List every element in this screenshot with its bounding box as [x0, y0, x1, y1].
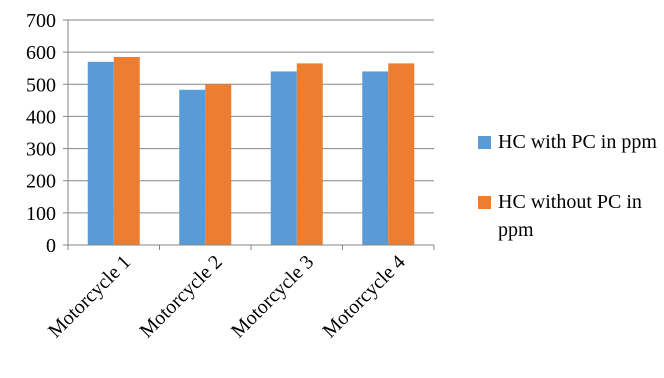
y-tick-label: 400 [26, 106, 56, 128]
y-tick-label: 100 [26, 203, 56, 225]
x-tick-label: Motorcycle 2 [135, 251, 226, 342]
y-tick-label: 300 [26, 139, 56, 161]
legend-swatch-series-1 [478, 136, 491, 149]
legend-item-series-1: HC with PC in ppm [478, 128, 658, 156]
y-tick-label: 200 [26, 171, 56, 193]
bars [87, 56, 415, 246]
y-tick-label: 600 [26, 42, 56, 64]
bar-series-1-motorcycle-4 [362, 71, 389, 245]
bar-series-1-motorcycle-3 [270, 71, 297, 245]
bar-series-1-motorcycle-1 [87, 61, 114, 246]
x-tick-label: Motorcycle 1 [44, 251, 135, 342]
y-tick-label: 0 [46, 235, 56, 257]
y-tick-label: 700 [26, 10, 56, 32]
bar-series-2-motorcycle-4 [388, 63, 415, 246]
bar-series-1-motorcycle-2 [179, 89, 206, 245]
legend-item-series-2: HC without PC in ppm [478, 188, 658, 244]
x-tick-label: Motorcycle 4 [318, 251, 409, 342]
bar-series-2-motorcycle-2 [205, 84, 232, 246]
legend-label-series-1: HC with PC in ppm [498, 131, 657, 153]
bar-series-2-motorcycle-1 [113, 56, 140, 245]
legend-label-series-2: HC without PC in ppm [498, 191, 642, 241]
y-tick-label: 500 [26, 74, 56, 96]
bar-series-2-motorcycle-3 [296, 63, 323, 246]
legend-swatch-series-2 [478, 196, 491, 209]
legend: HC with PC in ppm HC without PC in ppm [478, 128, 658, 244]
x-tick-label: Motorcycle 3 [227, 251, 318, 342]
